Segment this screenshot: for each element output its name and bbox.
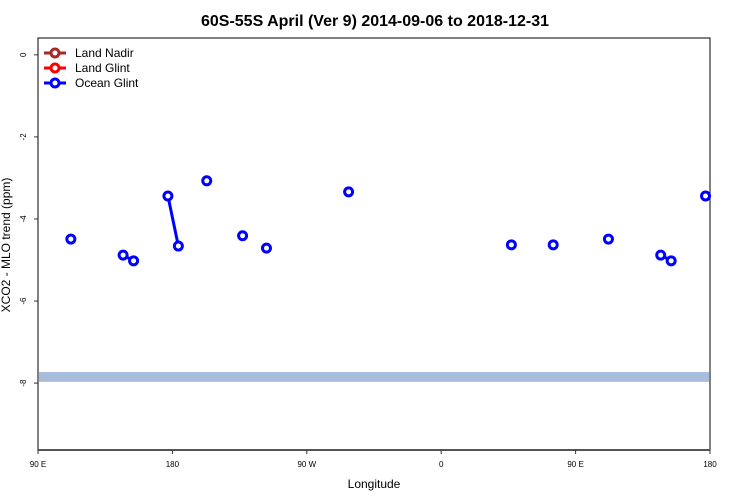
x-tick-label: 90 E <box>30 460 46 469</box>
data-point <box>65 233 77 245</box>
data-point <box>172 240 184 252</box>
data-point <box>665 255 677 267</box>
data-point <box>602 233 614 245</box>
data-point <box>547 239 559 251</box>
x-tick-label: 90 E <box>567 460 583 469</box>
x-tick-label: 90 W <box>297 460 316 469</box>
legend-label: Land Glint <box>75 61 130 75</box>
data-point <box>117 249 129 261</box>
chart-title: 60S-55S April (Ver 9) 2014-09-06 to 2018… <box>201 13 549 30</box>
data-point <box>237 230 249 242</box>
x-tick-label: 180 <box>166 460 180 469</box>
y-axis-label: XCO2 - MLO trend (ppm) <box>0 178 13 313</box>
series-line-segment <box>166 195 180 247</box>
data-point <box>505 239 517 251</box>
legend-label: Land Nadir <box>75 46 134 60</box>
y-tick-label: 0 <box>19 52 28 57</box>
y-tick-label: -2 <box>19 133 28 141</box>
data-point <box>201 175 213 187</box>
legend-marker <box>49 47 61 59</box>
data-point <box>655 249 667 261</box>
data-point <box>128 255 140 267</box>
y-tick-label: -6 <box>19 297 28 305</box>
x-axis-label: Longitude <box>348 477 401 491</box>
y-tick-label: -4 <box>19 215 28 223</box>
reference-band <box>39 372 709 382</box>
x-tick-label: 0 <box>439 460 444 469</box>
legend-marker <box>49 62 61 74</box>
x-tick-label: 180 <box>703 460 717 469</box>
data-point <box>260 242 272 254</box>
y-tick-label: -8 <box>19 379 28 387</box>
data-point <box>700 190 712 202</box>
data-point <box>162 190 174 202</box>
data-point <box>343 186 355 198</box>
legend-marker <box>49 77 61 89</box>
legend-label: Ocean Glint <box>75 76 139 90</box>
